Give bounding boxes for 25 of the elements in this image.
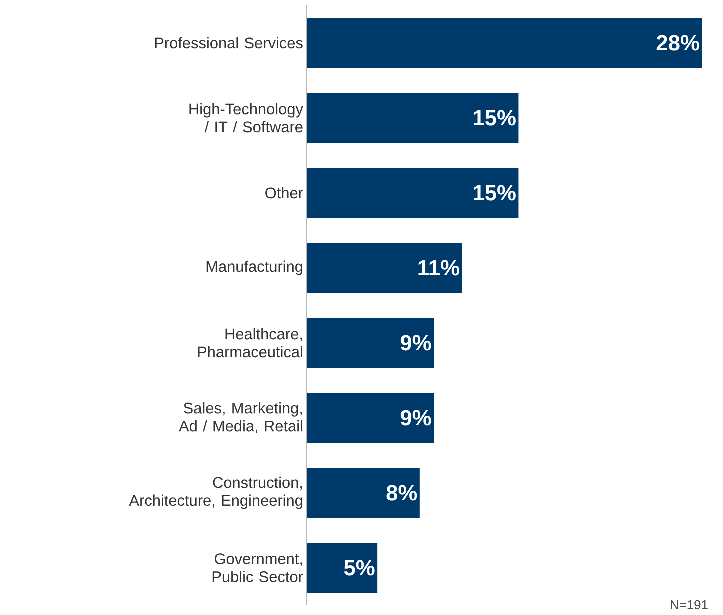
bar [307,318,434,368]
bar [307,92,519,144]
data-label: 8% [386,485,418,501]
bar [307,168,519,218]
y-tick-label: Healthcare, Pharmaceutical [198,328,302,358]
data-label: 11% [418,260,460,276]
data-label: 9% [400,410,432,426]
bar [307,392,434,444]
bar [307,18,702,68]
y-tick-label: Government, Public Sector [212,554,304,582]
y-tick-label: High-Technology / IT / Software [190,103,304,133]
bar [307,468,420,518]
y-tick-label: Construction, Architecture, Engineering [129,476,302,510]
y-tick-label: Manufacturing [206,260,302,276]
data-label: 28% [656,35,700,51]
annotation: N=191 [671,600,708,610]
data-label: 15% [474,110,516,126]
data-label: 5% [344,560,375,576]
data-label: 15% [474,185,516,201]
y-tick-label: Sales, Marketing, Ad / Media, Retail [179,402,302,434]
data-label: 9% [400,335,432,351]
y-tick-label: Other [266,187,304,199]
y-tick-label: Professional Services [155,37,303,49]
bar [307,242,462,294]
bar [307,542,378,594]
